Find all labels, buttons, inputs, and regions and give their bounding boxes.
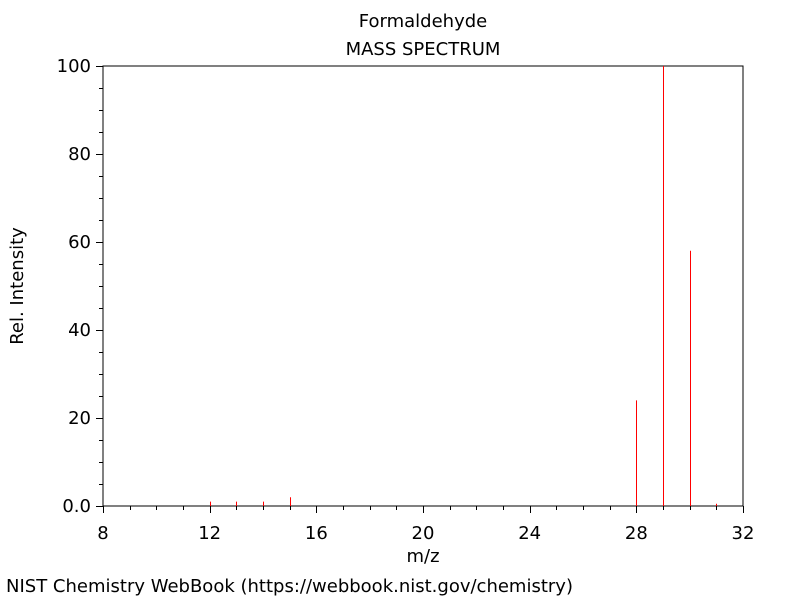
y-tick-label: 0.0 bbox=[62, 496, 91, 517]
y-axis-label: Rel. Intensity bbox=[7, 227, 28, 345]
y-tick-label: 40 bbox=[68, 320, 91, 341]
x-tick-label: 16 bbox=[305, 523, 328, 544]
y-tick-label: 100 bbox=[57, 56, 91, 77]
chart-title: Formaldehyde bbox=[359, 11, 487, 32]
y-tick-label: 60 bbox=[68, 232, 91, 253]
x-tick-label: 28 bbox=[625, 523, 648, 544]
y-tick-label: 20 bbox=[68, 408, 91, 429]
plot-area bbox=[102, 65, 744, 507]
y-tick-label: 80 bbox=[68, 144, 91, 165]
chart-subtitle: MASS SPECTRUM bbox=[346, 39, 501, 60]
x-tick-label: 32 bbox=[732, 523, 755, 544]
x-axis-label: m/z bbox=[406, 546, 439, 567]
source-note: NIST Chemistry WebBook (https://webbook.… bbox=[6, 576, 573, 597]
ticks-group: 8 12 16 20 24 28 32 0.0 20 40 60 80 100 bbox=[57, 56, 755, 544]
x-tick-label: 12 bbox=[198, 523, 221, 544]
x-tick-label: 24 bbox=[518, 523, 541, 544]
x-tick-label: 20 bbox=[412, 523, 435, 544]
x-tick-label: 8 bbox=[97, 523, 108, 544]
mass-spectrum-chart: Formaldehyde MASS SPECTRUM 8 12 16 20 24 28 32… bbox=[7, 11, 755, 567]
peaks-group bbox=[210, 66, 717, 506]
